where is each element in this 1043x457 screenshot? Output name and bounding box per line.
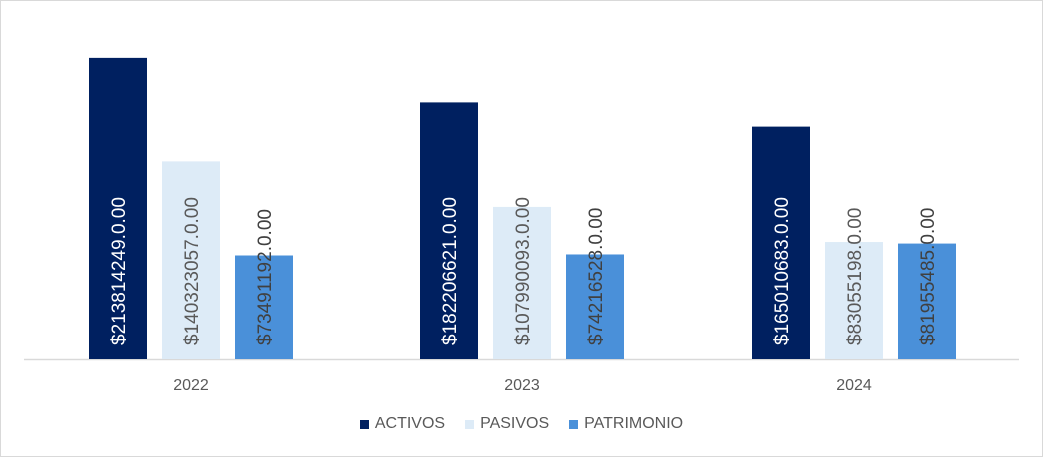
legend-swatch-patrimonio — [569, 419, 579, 429]
legend-swatch-activos — [359, 419, 369, 429]
legend-item-pasivos: PASIVOS — [465, 415, 549, 433]
x-tick-label-2022: 2022 — [173, 377, 209, 394]
legend-label-activos: ACTIVOS — [374, 415, 446, 432]
bar-activos-2024 — [752, 126, 810, 359]
legend-item-patrimonio: PATRIMONIO — [569, 415, 683, 433]
legend-label-pasivos: PASIVOS — [480, 415, 550, 432]
bar-patrimonio-2024 — [898, 243, 956, 359]
x-tick-label-2023: 2023 — [504, 377, 540, 394]
bar-pasivos-2024 — [825, 242, 883, 359]
data-label-pasivos-2022: $140323057.0.00 — [182, 197, 203, 345]
legend-item-activos: ACTIVOS — [359, 415, 446, 433]
legend-label-patrimonio: PATRIMONIO — [584, 415, 684, 432]
bar-activos-2022 — [89, 57, 147, 359]
chart-legend: ACTIVOS PASIVOS PATRIMONIO — [1, 415, 1042, 433]
bar-patrimonio-2022 — [235, 255, 293, 359]
data-label-patrimonio-2024: $81955485.0.00 — [918, 208, 939, 345]
bar-pasivos-2022 — [162, 161, 220, 359]
legend-swatch-pasivos — [465, 419, 475, 429]
data-label-activos-2022: $213814249.0.00 — [109, 197, 130, 345]
bar-patrimonio-2023 — [566, 254, 624, 359]
data-label-patrimonio-2022: $73491192.0.00 — [255, 209, 276, 345]
data-label-pasivos-2023: $107990093.0.00 — [513, 197, 534, 345]
data-label-pasivos-2024: $83055198.0.00 — [845, 208, 866, 345]
x-tick-label-2024: 2024 — [836, 377, 872, 394]
data-label-patrimonio-2023: $74216528.0.00 — [586, 208, 607, 345]
data-label-activos-2023: $182206621.0.00 — [440, 197, 461, 345]
data-label-activos-2024: $165010683.0.00 — [772, 197, 793, 345]
bar-chart: $213814249.0.00 $140323057.0.00 $73491192.… — [24, 57, 1019, 394]
bar-activos-2023 — [420, 102, 478, 360]
bar-pasivos-2023 — [493, 206, 551, 359]
